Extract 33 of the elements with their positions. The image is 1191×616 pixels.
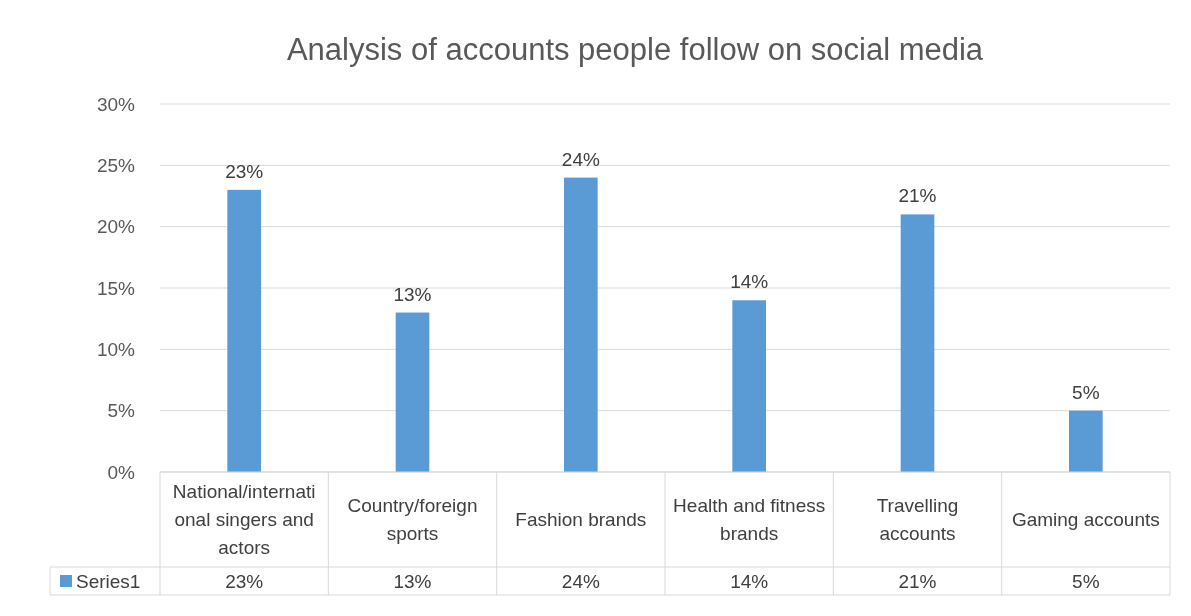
bar <box>732 300 766 472</box>
bar <box>564 177 598 472</box>
data-label: 21% <box>898 570 937 592</box>
data-label: 5% <box>1072 570 1100 592</box>
x-tick-label: Fashion brands <box>515 509 647 531</box>
text: 5% <box>1072 381 1100 403</box>
text: 21% <box>898 185 937 207</box>
text: 24% <box>561 148 600 170</box>
x-tick-label: Country/foreign sports <box>347 495 478 545</box>
y-tick-label: 0% <box>107 461 136 483</box>
y-tick-label: 5% <box>107 400 136 422</box>
bar <box>227 189 261 472</box>
y-tick-label: 25% <box>96 154 136 176</box>
data-label: 23% <box>225 570 264 592</box>
x-tick-label: Health and fitness brands <box>673 495 826 545</box>
text: 13% <box>393 283 432 305</box>
legend-label: Series1 <box>76 570 141 592</box>
chart-title: Analysis of accounts people follow on social media <box>286 32 984 67</box>
y-tick-label: 20% <box>96 216 136 238</box>
y-tick-label: 15% <box>96 277 136 299</box>
data-label: 13% <box>393 570 432 592</box>
bar <box>395 312 430 472</box>
x-tick-label: Travelling accounts <box>876 495 959 545</box>
y-tick-label: 10% <box>96 338 136 360</box>
data-label: 14% <box>730 570 769 592</box>
text: 14% <box>730 271 769 293</box>
bar <box>900 214 935 472</box>
x-tick-label: National/international singers and actors <box>172 481 316 559</box>
y-tick-label: 30% <box>96 93 136 115</box>
data-label: 24% <box>561 570 600 592</box>
bar <box>1069 410 1103 472</box>
text: 23% <box>225 160 264 182</box>
x-tick-label: Gaming accounts <box>1011 509 1160 531</box>
